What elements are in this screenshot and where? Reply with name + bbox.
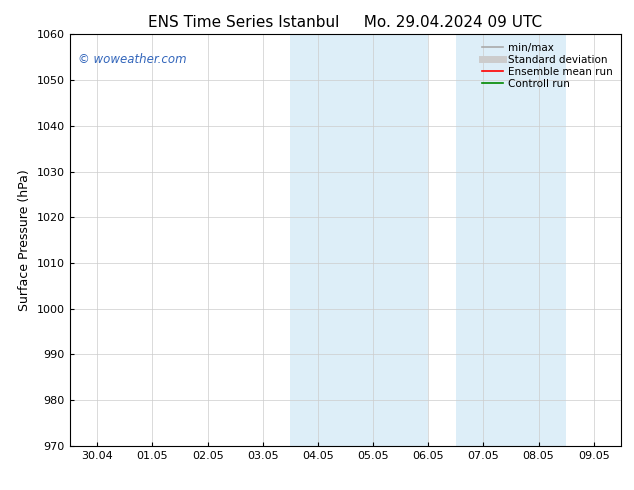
Title: ENS Time Series Istanbul     Mo. 29.04.2024 09 UTC: ENS Time Series Istanbul Mo. 29.04.2024 … bbox=[148, 15, 543, 30]
Legend: min/max, Standard deviation, Ensemble mean run, Controll run: min/max, Standard deviation, Ensemble me… bbox=[479, 40, 616, 92]
Bar bbox=[511, 34, 566, 446]
Text: © woweather.com: © woweather.com bbox=[78, 53, 186, 66]
Y-axis label: Surface Pressure (hPa): Surface Pressure (hPa) bbox=[18, 169, 31, 311]
Bar bbox=[456, 34, 511, 446]
Bar bbox=[346, 34, 428, 446]
Bar bbox=[290, 34, 346, 446]
